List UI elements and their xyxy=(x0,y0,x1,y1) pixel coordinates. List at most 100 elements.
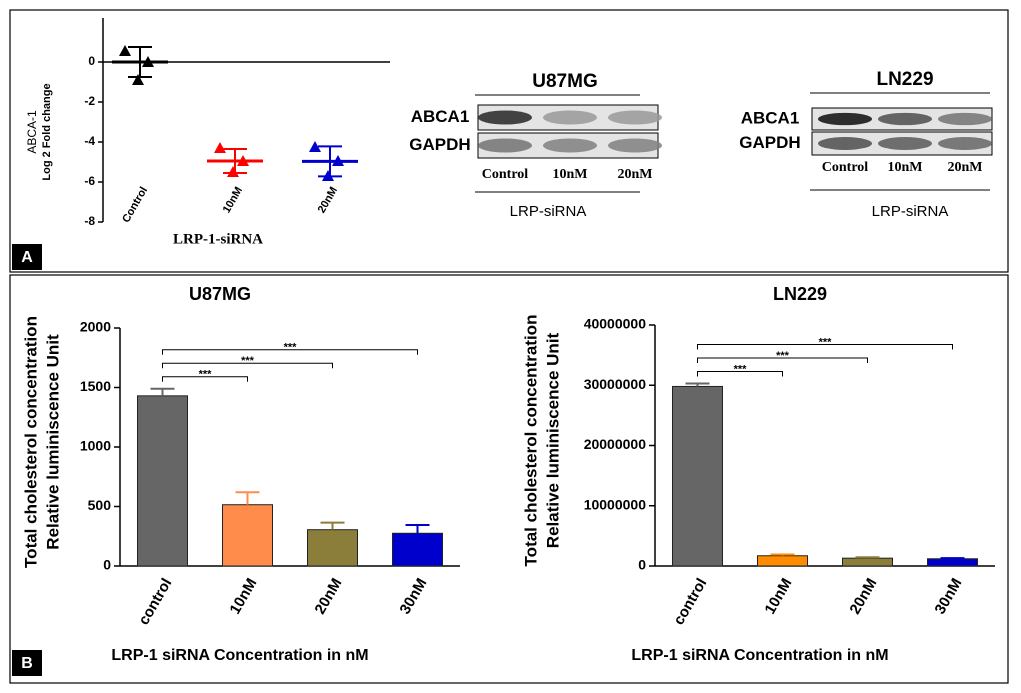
blot-band xyxy=(608,110,662,125)
significance-bracket xyxy=(697,357,868,363)
blot-band xyxy=(608,138,662,153)
bar xyxy=(842,557,893,567)
y-tick-label: 0 xyxy=(638,557,646,573)
significance-bracket xyxy=(162,376,248,382)
blot-band xyxy=(478,138,532,153)
y-tick-label: 0 xyxy=(103,557,111,573)
blot-row-label: GAPDH xyxy=(739,133,800,152)
data-point xyxy=(309,141,321,152)
significance-label: *** xyxy=(819,336,833,348)
y-tick-label: 10000000 xyxy=(584,496,647,512)
x-tick-label: 10nM xyxy=(762,575,796,617)
significance-label: *** xyxy=(241,355,255,367)
bar xyxy=(927,558,978,567)
blot-lane-label: 20nM xyxy=(948,160,983,175)
x-tick-label: control xyxy=(670,575,710,628)
blot-band xyxy=(543,138,597,153)
bar xyxy=(757,555,808,567)
x-axis-label: LRP-1-siRNA xyxy=(173,231,263,247)
bar xyxy=(307,529,358,567)
panel-label-bg xyxy=(12,244,42,270)
data-point xyxy=(119,45,131,56)
significance-label: *** xyxy=(776,350,790,362)
y-tick-label: 30000000 xyxy=(584,376,647,392)
blot-band xyxy=(818,112,872,126)
bar xyxy=(222,504,273,567)
bar xyxy=(672,385,723,567)
significance-bracket xyxy=(697,343,953,350)
panel-label-bg xyxy=(12,650,42,676)
x-tick-label: 10nM xyxy=(227,575,261,617)
blot-band xyxy=(478,110,532,125)
blot-group-label: LRP-siRNA xyxy=(872,203,949,220)
blot-band xyxy=(878,137,932,150)
data-point xyxy=(237,155,249,166)
y-tick-label: 0 xyxy=(88,54,95,68)
significance-label: *** xyxy=(284,342,298,354)
blot-title: U87MG xyxy=(532,71,597,92)
panel-label: A xyxy=(21,249,33,266)
data-point xyxy=(142,56,154,67)
significance-bracket xyxy=(697,370,783,377)
x-tick-label: 30nM xyxy=(397,575,431,617)
y-axis-label: ABCA-1 xyxy=(25,110,39,154)
x-tick-label: 10nM xyxy=(221,185,245,215)
y-axis-label: Log 2 Fold change xyxy=(41,83,53,180)
y-tick-label: -6 xyxy=(84,174,95,188)
x-tick-label: 20nM xyxy=(847,575,881,617)
x-tick-label: 20nM xyxy=(316,185,340,215)
x-tick-label: Control xyxy=(120,185,150,225)
blot-band xyxy=(543,110,597,125)
y-tick-label: 1000 xyxy=(80,438,111,454)
blot-lane-label: Control xyxy=(822,160,869,175)
blot-band xyxy=(818,137,872,150)
y-tick-label: -2 xyxy=(84,94,95,108)
blot-group-label: LRP-siRNA xyxy=(510,203,587,220)
y-tick-label: 20000000 xyxy=(584,436,647,452)
data-point xyxy=(227,166,239,177)
y-axis-label: Total cholesterol concentration xyxy=(21,316,40,568)
blot-row-label: ABCA1 xyxy=(411,107,470,126)
data-point xyxy=(322,170,334,181)
blot-lane-label: 20nM xyxy=(618,167,653,182)
bar xyxy=(392,532,443,567)
blot-lane-label: 10nM xyxy=(553,167,588,182)
x-tick-label: 30nM xyxy=(932,575,966,617)
y-tick-label: 1500 xyxy=(80,378,111,394)
x-tick-label: 20nM xyxy=(312,575,346,617)
x-axis-label: LRP-1 siRNA Concentration in nM xyxy=(631,647,888,664)
y-tick-label: 40000000 xyxy=(584,316,647,332)
blot-band xyxy=(878,112,932,126)
data-point xyxy=(332,155,344,166)
blot-band xyxy=(938,137,992,150)
y-tick-label: -4 xyxy=(84,134,95,148)
significance-label: *** xyxy=(734,363,748,375)
x-axis-label: LRP-1 siRNA Concentration in nM xyxy=(111,647,368,664)
blot-title: LN229 xyxy=(876,69,933,90)
data-point xyxy=(132,74,144,85)
data-point xyxy=(214,142,226,153)
chart-title: LN229 xyxy=(773,284,827,304)
significance-bracket xyxy=(162,362,333,369)
blot-row-label: GAPDH xyxy=(409,135,470,154)
chart-title: U87MG xyxy=(189,284,251,304)
y-axis-label: Relative luminiscence Unit xyxy=(543,332,562,548)
significance-bracket xyxy=(162,349,418,355)
y-axis-label: Total cholesterol concentration xyxy=(521,315,540,567)
significance-label: *** xyxy=(199,369,213,381)
y-tick-label: -8 xyxy=(84,214,95,228)
x-tick-label: control xyxy=(135,575,175,628)
blot-lane-label: Control xyxy=(482,167,529,182)
panel-b-frame xyxy=(9,274,1009,684)
blot-lane-label: 10nM xyxy=(888,160,923,175)
y-tick-label: 500 xyxy=(88,497,112,513)
panel-a-frame xyxy=(9,9,1009,273)
bar xyxy=(137,395,188,567)
blot-row-label: ABCA1 xyxy=(741,108,800,127)
panel-label: B xyxy=(21,655,33,672)
blot-band xyxy=(938,112,992,126)
y-axis-label: Relative luminiscence Unit xyxy=(43,334,62,550)
y-tick-label: 2000 xyxy=(80,319,111,335)
